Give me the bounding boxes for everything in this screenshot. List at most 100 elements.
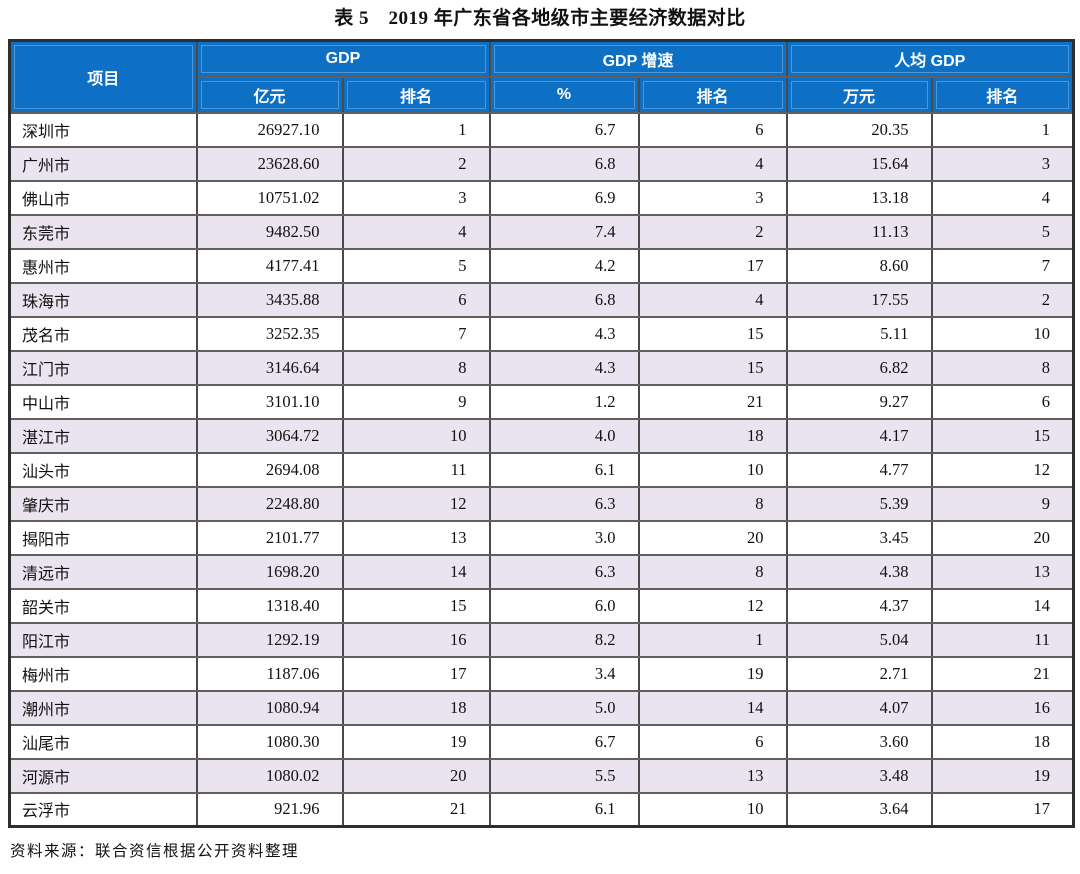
growth-rank-cell: 6 bbox=[637, 723, 788, 760]
table-row: 东莞市 9482.50 4 7.4 2 11.13 5 bbox=[8, 213, 1075, 250]
pcgdp-rank-cell: 7 bbox=[930, 247, 1075, 284]
header-per-capita-gdp-group: 人均 GDP bbox=[785, 39, 1075, 78]
pcgdp-rank-cell: 15 bbox=[930, 417, 1075, 454]
gdp-rank-cell: 12 bbox=[341, 485, 491, 522]
gdp-rank-cell: 14 bbox=[341, 553, 491, 590]
table-row: 深圳市 26927.10 1 6.7 6 20.35 1 bbox=[8, 111, 1075, 148]
growth-value-cell: 6.1 bbox=[488, 451, 640, 488]
growth-rank-cell: 8 bbox=[637, 553, 788, 590]
table-body: 深圳市 26927.10 1 6.7 6 20.35 1 广州市 23628.60 2 6.8 4 15… bbox=[8, 111, 1075, 828]
pcgdp-rank-cell: 1 bbox=[930, 111, 1075, 148]
pcgdp-value-cell: 20.35 bbox=[785, 111, 933, 148]
gdp-rank-cell: 7 bbox=[341, 315, 491, 352]
growth-value-cell: 6.3 bbox=[488, 553, 640, 590]
growth-rank-cell: 6 bbox=[637, 111, 788, 148]
header-item: 项目 bbox=[8, 39, 198, 114]
growth-value-cell: 6.0 bbox=[488, 587, 640, 624]
gdp-value-cell: 1318.40 bbox=[195, 587, 344, 624]
growth-rank-cell: 4 bbox=[637, 281, 788, 318]
growth-value-cell: 4.3 bbox=[488, 349, 640, 386]
table-row: 广州市 23628.60 2 6.8 4 15.64 3 bbox=[8, 145, 1075, 182]
pcgdp-value-cell: 5.11 bbox=[785, 315, 933, 352]
pcgdp-rank-cell: 17 bbox=[930, 791, 1075, 828]
pcgdp-rank-cell: 6 bbox=[930, 383, 1075, 420]
header-gdp-growth-group: GDP 增速 bbox=[488, 39, 788, 78]
city-cell: 佛山市 bbox=[8, 179, 198, 216]
growth-value-cell: 6.9 bbox=[488, 179, 640, 216]
growth-rank-cell: 4 bbox=[637, 145, 788, 182]
growth-value-cell: 6.8 bbox=[488, 145, 640, 182]
table-row: 江门市 3146.64 8 4.3 15 6.82 8 bbox=[8, 349, 1075, 386]
gdp-rank-cell: 6 bbox=[341, 281, 491, 318]
gdp-value-cell: 3435.88 bbox=[195, 281, 344, 318]
growth-rank-cell: 8 bbox=[637, 485, 788, 522]
growth-rank-cell: 3 bbox=[637, 179, 788, 216]
gdp-rank-cell: 16 bbox=[341, 621, 491, 658]
pcgdp-rank-cell: 2 bbox=[930, 281, 1075, 318]
gdp-value-cell: 921.96 bbox=[195, 791, 344, 828]
city-cell: 中山市 bbox=[8, 383, 198, 420]
city-cell: 云浮市 bbox=[8, 791, 198, 828]
growth-value-cell: 1.2 bbox=[488, 383, 640, 420]
table-row: 湛江市 3064.72 10 4.0 18 4.17 15 bbox=[8, 417, 1075, 454]
gdp-value-cell: 4177.41 bbox=[195, 247, 344, 284]
city-cell: 阳江市 bbox=[8, 621, 198, 658]
gdp-value-cell: 2248.80 bbox=[195, 485, 344, 522]
gdp-rank-cell: 21 bbox=[341, 791, 491, 828]
gdp-value-cell: 10751.02 bbox=[195, 179, 344, 216]
table-row: 汕头市 2694.08 11 6.1 10 4.77 12 bbox=[8, 451, 1075, 488]
city-cell: 揭阳市 bbox=[8, 519, 198, 556]
city-cell: 梅州市 bbox=[8, 655, 198, 692]
header-group-row: 项目 GDP GDP 增速 人均 GDP bbox=[8, 39, 1075, 114]
pcgdp-value-cell: 13.18 bbox=[785, 179, 933, 216]
pcgdp-rank-cell: 14 bbox=[930, 587, 1075, 624]
city-cell: 茂名市 bbox=[8, 315, 198, 352]
growth-rank-cell: 14 bbox=[637, 689, 788, 726]
gdp-value-cell: 2694.08 bbox=[195, 451, 344, 488]
pcgdp-rank-cell: 12 bbox=[930, 451, 1075, 488]
table-header: 项目 GDP GDP 增速 人均 GDP 亿元 排名 % 排名 万元 排名 bbox=[8, 39, 1075, 114]
pcgdp-rank-cell: 19 bbox=[930, 757, 1075, 794]
city-cell: 深圳市 bbox=[8, 111, 198, 148]
pcgdp-value-cell: 4.77 bbox=[785, 451, 933, 488]
table-row: 韶关市 1318.40 15 6.0 12 4.37 14 bbox=[8, 587, 1075, 624]
pcgdp-rank-cell: 5 bbox=[930, 213, 1075, 250]
growth-value-cell: 5.0 bbox=[488, 689, 640, 726]
growth-rank-cell: 12 bbox=[637, 587, 788, 624]
pcgdp-value-cell: 11.13 bbox=[785, 213, 933, 250]
pcgdp-rank-cell: 9 bbox=[930, 485, 1075, 522]
header-gdp-unit: 亿元 bbox=[195, 75, 344, 114]
city-cell: 江门市 bbox=[8, 349, 198, 386]
growth-rank-cell: 13 bbox=[637, 757, 788, 794]
growth-value-cell: 7.4 bbox=[488, 213, 640, 250]
table-row: 中山市 3101.10 9 1.2 21 9.27 6 bbox=[8, 383, 1075, 420]
gdp-value-cell: 9482.50 bbox=[195, 213, 344, 250]
growth-value-cell: 6.7 bbox=[488, 723, 640, 760]
table-row: 揭阳市 2101.77 13 3.0 20 3.45 20 bbox=[8, 519, 1075, 556]
header-gdp-group: GDP bbox=[195, 39, 491, 78]
gdp-rank-cell: 19 bbox=[341, 723, 491, 760]
pcgdp-rank-cell: 10 bbox=[930, 315, 1075, 352]
growth-rank-cell: 2 bbox=[637, 213, 788, 250]
gdp-value-cell: 23628.60 bbox=[195, 145, 344, 182]
pcgdp-rank-cell: 11 bbox=[930, 621, 1075, 658]
growth-rank-cell: 10 bbox=[637, 791, 788, 828]
growth-rank-cell: 10 bbox=[637, 451, 788, 488]
gdp-value-cell: 1292.19 bbox=[195, 621, 344, 658]
gdp-rank-cell: 11 bbox=[341, 451, 491, 488]
growth-value-cell: 3.0 bbox=[488, 519, 640, 556]
source-note: 资料来源：联合资信根据公开资料整理 bbox=[10, 843, 300, 860]
city-cell: 韶关市 bbox=[8, 587, 198, 624]
city-cell: 清远市 bbox=[8, 553, 198, 590]
growth-value-cell: 6.7 bbox=[488, 111, 640, 148]
page-title: 表 5 2019 年广东省各地级市主要经济数据对比 bbox=[334, 8, 746, 29]
gdp-rank-cell: 8 bbox=[341, 349, 491, 386]
pcgdp-value-cell: 6.82 bbox=[785, 349, 933, 386]
city-cell: 潮州市 bbox=[8, 689, 198, 726]
gdp-rank-cell: 10 bbox=[341, 417, 491, 454]
growth-value-cell: 5.5 bbox=[488, 757, 640, 794]
header-growth-rank: 排名 bbox=[637, 75, 788, 114]
gdp-rank-cell: 3 bbox=[341, 179, 491, 216]
city-cell: 汕头市 bbox=[8, 451, 198, 488]
gdp-value-cell: 1080.94 bbox=[195, 689, 344, 726]
